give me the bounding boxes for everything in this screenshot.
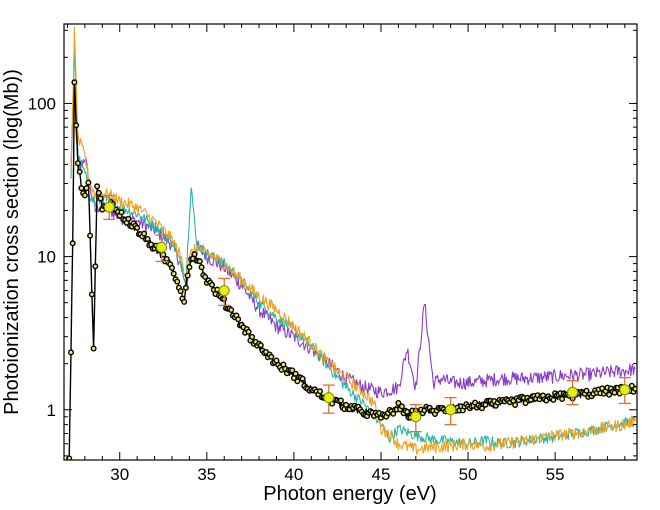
series-3 — [70, 26, 636, 455]
measurement-5 — [444, 396, 457, 426]
measurement-point — [445, 404, 457, 416]
measurement-0 — [103, 194, 116, 221]
data-point — [90, 345, 97, 352]
data-point — [559, 396, 566, 403]
data-point — [168, 264, 175, 271]
x-tick-label: 55 — [546, 465, 565, 484]
data-point — [134, 224, 141, 231]
data-point — [198, 264, 205, 271]
y-tick-label: 100 — [28, 94, 56, 113]
data-point — [81, 192, 88, 199]
ticks-layer: 30 35 40 45 50 55 1 10 100 — [28, 24, 637, 484]
measurement-point — [218, 285, 230, 297]
data-point — [66, 455, 73, 460]
data-point — [583, 387, 590, 394]
data-point — [95, 189, 102, 196]
data-point — [92, 263, 99, 270]
data-point — [245, 328, 252, 335]
measurement-2 — [218, 277, 231, 307]
data-point — [632, 385, 637, 392]
data-point — [97, 195, 104, 202]
data-point — [292, 370, 299, 377]
data-point — [395, 400, 402, 407]
measurement-point — [619, 384, 631, 396]
data-point — [317, 388, 324, 395]
measurement-3 — [322, 384, 335, 414]
series-line-3 — [70, 26, 636, 455]
series-1 — [70, 82, 636, 399]
x-axis-title: Photon energy (eV) — [263, 483, 436, 505]
y-axis-title: Photoionization cross section (log(Mb)) — [1, 69, 23, 415]
y-tick-label: 1 — [47, 401, 56, 420]
data-point — [118, 209, 125, 216]
data-point — [76, 168, 83, 175]
data-point — [337, 397, 344, 404]
data-point — [144, 235, 151, 242]
data-point — [71, 79, 78, 86]
x-tick-label: 30 — [110, 465, 129, 484]
data-point — [208, 281, 215, 288]
x-tick-label: 50 — [459, 465, 478, 484]
data-point — [550, 396, 557, 403]
x-tick-label: 40 — [284, 465, 303, 484]
data-point — [196, 258, 203, 265]
x-tick-label: 45 — [372, 465, 391, 484]
data-point — [174, 278, 181, 285]
marker-layer — [103, 194, 631, 433]
data-point — [191, 251, 198, 258]
data-point — [69, 240, 76, 247]
data-point — [88, 291, 95, 298]
plot-frame — [63, 23, 638, 461]
data-point — [186, 264, 193, 271]
measurement-point — [156, 241, 168, 253]
data-point — [125, 215, 132, 222]
data-point — [170, 270, 177, 277]
measurement-point — [323, 392, 335, 404]
data-point — [181, 298, 188, 305]
data-point — [202, 273, 209, 280]
measurement-point — [567, 386, 579, 398]
data-point — [73, 122, 80, 129]
series-line-1 — [70, 82, 636, 399]
measurement-point — [410, 411, 422, 423]
data-point — [228, 307, 235, 314]
data-point — [74, 160, 81, 167]
data-point — [512, 402, 519, 409]
x-tick-label: 35 — [197, 465, 216, 484]
measurement-4 — [409, 404, 422, 433]
measurement-7 — [618, 377, 631, 405]
data-point — [628, 382, 635, 389]
data-point — [268, 353, 275, 360]
data-point — [398, 403, 405, 410]
data-point — [141, 230, 148, 237]
data-point — [611, 389, 618, 396]
data-point — [184, 272, 191, 279]
measurement-1 — [155, 234, 168, 263]
data-point — [67, 349, 74, 356]
data-point — [182, 284, 189, 291]
data-point — [235, 316, 242, 323]
measurement-6 — [566, 379, 579, 406]
data-point — [87, 232, 94, 239]
data-point — [404, 408, 411, 415]
data-point — [177, 288, 184, 295]
data-point — [289, 367, 296, 374]
measurement-point — [103, 201, 115, 213]
data-point — [85, 179, 92, 186]
data-point — [83, 185, 90, 192]
data-point — [257, 342, 264, 349]
y-tick-label: 10 — [37, 248, 56, 267]
data-point — [299, 375, 306, 382]
data-point — [78, 185, 85, 192]
data-point — [249, 333, 256, 340]
data-point — [94, 183, 101, 190]
